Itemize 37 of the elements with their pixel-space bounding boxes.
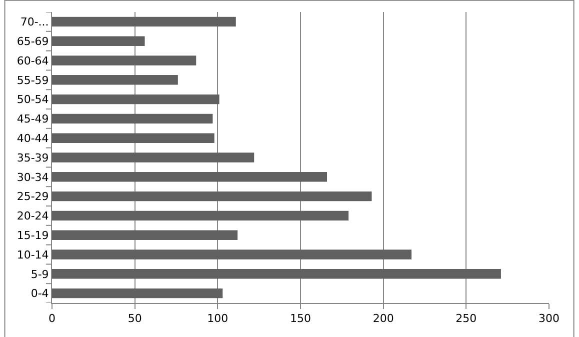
bar	[52, 288, 223, 298]
bar	[52, 172, 328, 182]
bar	[52, 269, 501, 279]
y-tick-label: 70-...	[20, 16, 49, 29]
y-tick-label: 5-9	[30, 268, 49, 281]
y-tick-label: 35-39	[16, 151, 49, 164]
bar	[52, 36, 145, 46]
y-tick-label: 55-59	[16, 74, 49, 87]
x-tick-label: 100	[207, 312, 228, 326]
bar	[52, 75, 178, 85]
x-tick-label: 0	[48, 312, 56, 326]
bar	[52, 114, 213, 124]
x-tick-label: 50	[128, 312, 142, 326]
bar	[52, 210, 349, 221]
y-tick-label: 25-29	[16, 190, 49, 204]
x-tick-label: 150	[290, 312, 311, 326]
y-tick-label: 30-34	[16, 170, 49, 184]
y-tick-label: 50-54	[16, 93, 49, 106]
y-tick-label: 45-49	[16, 112, 49, 126]
y-tick-label: 65-69	[16, 34, 49, 48]
y-tick-label: 15-19	[16, 228, 49, 242]
bar	[52, 230, 238, 240]
bar	[52, 191, 372, 202]
y-tick-label: 10-14	[16, 248, 49, 262]
x-tick-label: 250	[456, 312, 477, 326]
bar	[52, 94, 220, 104]
bar	[52, 56, 196, 66]
x-tick-label: 300	[538, 312, 560, 326]
y-tick-label: 0-4	[30, 287, 49, 300]
bar	[52, 152, 254, 162]
y-tick-label: 40-44	[16, 132, 49, 145]
bar	[52, 133, 214, 143]
y-tick-label: 20-24	[16, 210, 49, 223]
y-tick-label: 60-64	[16, 54, 49, 68]
bar	[52, 250, 412, 260]
x-tick-label: 200	[372, 312, 394, 326]
bar	[52, 16, 236, 27]
